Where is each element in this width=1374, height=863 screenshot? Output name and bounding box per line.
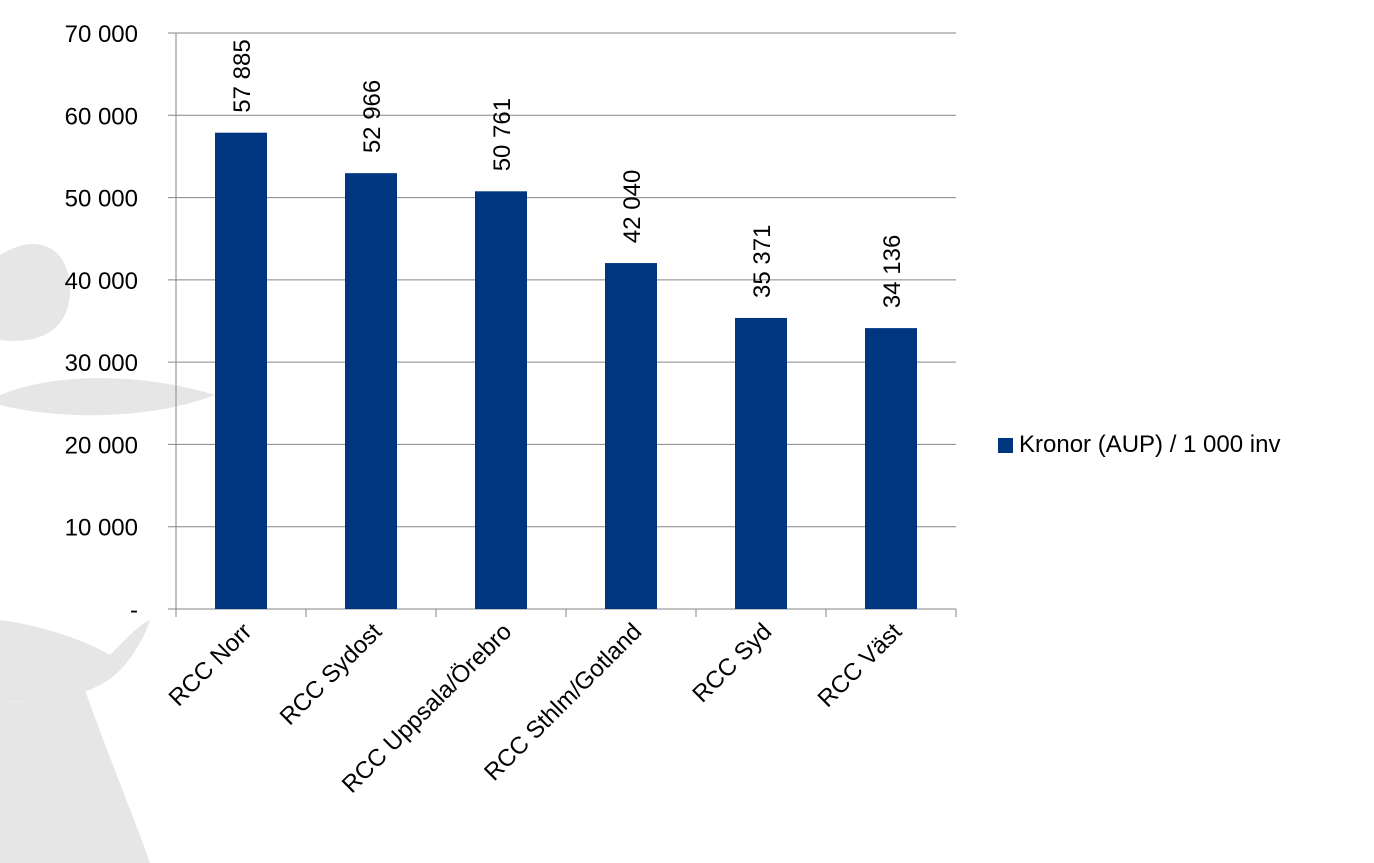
- data-label: 34 136: [879, 235, 906, 308]
- data-label: 52 966: [359, 80, 386, 153]
- y-tick-label: 10 000: [65, 515, 138, 542]
- data-label: 35 371: [749, 225, 776, 298]
- bar: [865, 328, 917, 609]
- legend: Kronor (AUP) / 1 000 inv: [998, 431, 1280, 459]
- data-label: 50 761: [489, 98, 516, 171]
- bar: [735, 317, 787, 609]
- bar: [605, 263, 657, 609]
- category-label: RCC Sydost: [275, 618, 388, 731]
- legend-label: Kronor (AUP) / 1 000 inv: [1019, 431, 1281, 458]
- category-label: RCC Norr: [164, 618, 258, 712]
- y-tick-label: 20 000: [65, 432, 138, 459]
- y-tick-label: 30 000: [65, 350, 138, 377]
- y-tick-label: -: [130, 597, 138, 624]
- bar: [345, 173, 397, 610]
- data-label: 57 885: [229, 39, 256, 112]
- y-tick-label: 40 000: [65, 268, 138, 295]
- legend-swatch: [998, 437, 1013, 453]
- category-label: RCC Väst: [813, 618, 908, 713]
- y-tick-label: 50 000: [65, 186, 138, 213]
- bar: [475, 191, 527, 609]
- y-tick-label: 60 000: [65, 103, 138, 130]
- bar: [215, 132, 267, 609]
- y-tick-label: 70 000: [65, 21, 138, 48]
- watermark-logo: [0, 243, 215, 863]
- data-label: 42 040: [619, 170, 646, 243]
- category-label: RCC Syd: [687, 618, 777, 708]
